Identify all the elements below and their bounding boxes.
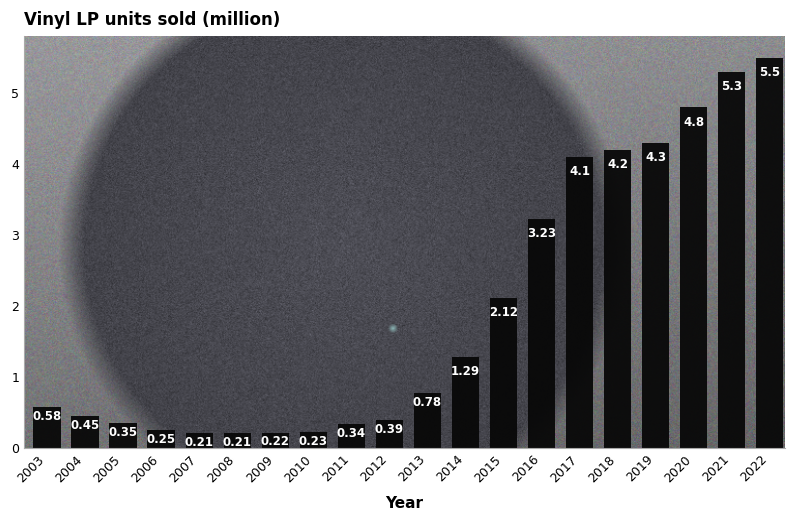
Text: 0.35: 0.35 [108,426,138,439]
Bar [72,416,99,448]
Text: 4.1: 4.1 [569,165,590,179]
Text: 0.58: 0.58 [33,410,62,423]
Bar [718,72,745,448]
Bar [642,143,669,448]
Bar [680,107,708,448]
Text: 4.2: 4.2 [607,158,628,171]
Bar [33,407,60,448]
Bar [299,432,327,448]
Bar [604,150,631,448]
Bar [185,433,213,448]
Bar [414,393,441,448]
Text: 5.3: 5.3 [721,80,742,93]
Text: 0.22: 0.22 [261,435,290,448]
Text: 0.78: 0.78 [413,396,442,409]
Bar [338,424,365,448]
Text: 0.39: 0.39 [375,423,404,436]
X-axis label: Year: Year [385,496,423,511]
Text: 3.23: 3.23 [527,227,556,240]
Text: 1.29: 1.29 [451,365,480,378]
Bar [147,431,175,448]
Text: 0.21: 0.21 [223,436,252,449]
Bar [490,298,517,448]
Text: 0.45: 0.45 [71,419,100,432]
Bar [756,57,783,448]
Bar [109,423,137,448]
Text: 0.25: 0.25 [146,433,176,446]
Text: 0.34: 0.34 [337,427,366,440]
Text: 0.23: 0.23 [298,435,328,448]
Bar [262,433,289,448]
Text: 5.5: 5.5 [759,66,780,79]
Text: 4.3: 4.3 [645,151,666,164]
Bar [566,157,593,448]
Text: Vinyl LP units sold (million): Vinyl LP units sold (million) [24,11,280,29]
Bar [451,357,479,448]
Bar [224,433,251,448]
Text: 4.8: 4.8 [683,116,704,129]
Bar [528,219,555,448]
Bar [376,421,403,448]
Text: 2.12: 2.12 [489,306,518,319]
Text: 0.21: 0.21 [185,436,213,449]
